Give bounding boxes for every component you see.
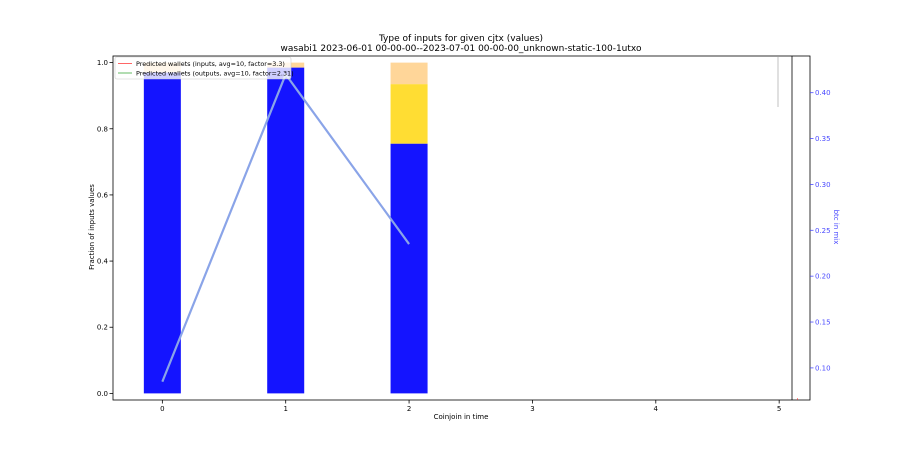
y2-axis-label: btc in mix	[832, 210, 840, 245]
bar-2-series-0	[390, 143, 428, 394]
legend-box	[114, 56, 292, 80]
axes-group: 0 1 2 3 4 5 0.0 0.2 0.4 0.6 0.8 1.0 0.10 0.15 0.20 0.25…	[97, 55, 831, 413]
legend-label-1: Predicted wallets (outputs, avg=10, fact…	[136, 69, 294, 77]
x-tick-label-0: 0	[160, 405, 164, 413]
y-tick-label-0.0: 0.0	[97, 390, 108, 398]
x-tick-label-4: 4	[654, 405, 659, 413]
y-axis-label: Fraction of inputs values	[88, 184, 96, 270]
y2-tick-label-0.30: 0.30	[815, 181, 831, 189]
x-axis-label: Coinjoin in time	[434, 413, 489, 421]
y2-tick-label-0.15: 0.15	[815, 319, 831, 327]
chart-subtitle: wasabi1 2023-06-01 00-00-00--2023-07-01 …	[281, 44, 642, 54]
x-tick-label-1: 1	[283, 405, 287, 413]
legend: Predicted wallets (inputs, avg=10, facto…	[114, 56, 294, 80]
bar-1-series-0	[267, 67, 305, 394]
bar-2-series-1	[390, 84, 428, 144]
plot-frame	[112, 55, 811, 401]
y-tick-label-0.4: 0.4	[97, 258, 109, 266]
bars-group	[143, 62, 428, 394]
y-tick-label-0.8: 0.8	[97, 125, 108, 133]
bar-0-series-0	[143, 72, 181, 394]
x-tick-label-5: 5	[777, 405, 781, 413]
legend-label-0: Predicted wallets (inputs, avg=10, facto…	[136, 60, 285, 68]
y-tick-label-0.2: 0.2	[97, 324, 108, 332]
chart-title: Type of inputs for given cjtx (values)	[378, 34, 543, 44]
x-tick-label-3: 3	[530, 405, 534, 413]
y-tick-label-1.0: 1.0	[97, 59, 108, 67]
x-tick-label-2: 2	[407, 405, 411, 413]
y2-tick-label-0.10: 0.10	[815, 364, 831, 372]
bar-2-series-2	[390, 62, 428, 85]
y2-tick-label-0.20: 0.20	[815, 273, 831, 281]
y2-tick-label-0.35: 0.35	[815, 135, 831, 143]
y2-tick-label-0.25: 0.25	[815, 227, 831, 235]
y-tick-label-0.6: 0.6	[97, 191, 109, 199]
y2-tick-label-0.40: 0.40	[815, 89, 831, 97]
